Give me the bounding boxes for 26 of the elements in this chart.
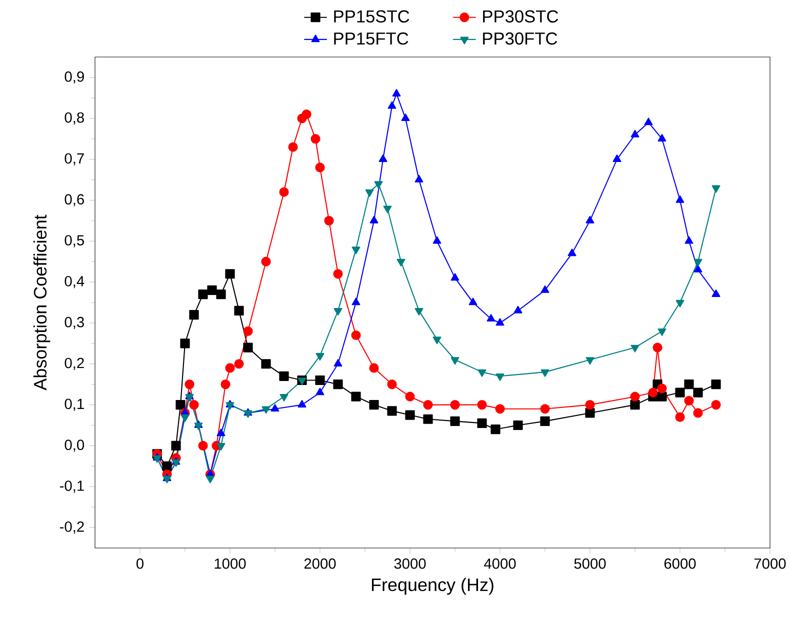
y-tick-label: -0,2 [60,522,84,534]
legend-label: PP15FTC [334,32,408,45]
legend-label: PP30FTC [483,32,558,45]
x-tick-label: 4000 [484,558,516,569]
legend-label: PP30STC [483,10,558,23]
y-tick-label: 0,9 [64,71,84,84]
y-tick-label: 0,1 [64,398,84,411]
y-tick-label: 0,7 [64,153,84,166]
x-tick-label: 6000 [664,558,696,569]
y-tick-label: 0,2 [64,358,84,370]
legend-label: PP15STC [334,10,410,23]
x-tick-label: 2000 [304,558,336,569]
y-tick-label: 0,4 [64,276,84,288]
x-tick-label: 1000 [214,558,246,569]
x-tick-label: 3000 [394,558,426,569]
x-tick-label: 0 [136,558,144,569]
x-tick-label: 5000 [574,558,606,569]
y-tick-label: 0,3 [64,316,84,330]
y-tick-label: 0,5 [64,235,84,248]
x-axis-title: Frequency (Hz) [372,578,494,595]
y-tick-label: 0,0 [64,440,84,452]
y-tick-label: -0,1 [60,480,84,493]
y-tick-label: 0,8 [64,112,84,124]
y-axis-title: Absorption Coefficient [33,214,50,390]
x-tick-label: 7000 [754,558,786,569]
y-tick-label: 0,6 [64,194,84,206]
